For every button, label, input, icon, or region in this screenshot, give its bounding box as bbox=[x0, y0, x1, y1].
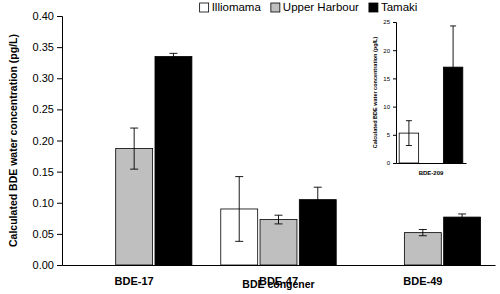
chart-root: 0.00 0.05 0.10 0.15 0.20 0.25 0.30 0.35 0.40 BDE-… bbox=[0, 0, 500, 294]
legend-label: Tamaki bbox=[381, 1, 417, 13]
legend-swatch bbox=[200, 3, 209, 12]
y-tick: 15 bbox=[383, 76, 396, 82]
y-tick-mark bbox=[393, 78, 396, 79]
legend: Illiomama Upper Harbour Tamaki bbox=[200, 1, 418, 13]
y-tick: 0.40 bbox=[33, 10, 62, 22]
error-bar bbox=[419, 230, 427, 236]
legend-item: Tamaki bbox=[369, 1, 417, 13]
y-tick-label: 0.35 bbox=[33, 41, 54, 53]
y-tick-mark bbox=[393, 107, 396, 108]
bar bbox=[155, 56, 192, 265]
series-2 bbox=[155, 53, 481, 265]
chart-0: 0.00 0.05 0.10 0.15 0.20 0.25 0.30 0.35 0.40 BDE-… bbox=[7, 1, 496, 290]
y-tick-mark bbox=[393, 22, 396, 23]
y-tick-label: 15 bbox=[383, 76, 390, 82]
x-axis: BDE-209 bbox=[397, 163, 467, 176]
x-tick-label: BDE-49 bbox=[403, 275, 442, 287]
y-tick-mark bbox=[57, 234, 62, 235]
error-bar bbox=[458, 214, 466, 220]
y-tick-mark bbox=[57, 16, 62, 17]
x-axis-line bbox=[397, 163, 467, 164]
y-tick: 0 bbox=[387, 160, 396, 166]
y-tick-label: 0.10 bbox=[33, 197, 54, 209]
legend-item: Upper Harbour bbox=[271, 1, 359, 13]
error-bar bbox=[314, 187, 322, 212]
y-tick-label: 0.25 bbox=[33, 103, 54, 115]
y-tick-mark bbox=[57, 203, 62, 204]
y-tick-label: 10 bbox=[383, 104, 390, 110]
legend-label: Illiomama bbox=[212, 1, 262, 13]
y-tick-label: 5 bbox=[387, 132, 391, 138]
y-tick: 0.25 bbox=[33, 103, 62, 115]
y-tick: 5 bbox=[387, 132, 396, 138]
y-axis: 0.00 0.05 0.10 0.15 0.20 0.25 0.30 0.35 0.40 bbox=[33, 10, 63, 271]
x-tick: BDE-17 bbox=[115, 265, 154, 287]
y-tick: 0.00 bbox=[33, 259, 62, 271]
y-tick: 25 bbox=[383, 19, 396, 25]
y-axis-title: Calculated BDE water concentration (pg/L… bbox=[7, 34, 19, 247]
y-axis-line bbox=[57, 17, 63, 266]
y-tick-mark bbox=[57, 109, 62, 110]
y-tick-label: 0.05 bbox=[33, 228, 54, 240]
chart-1: 0 5 10 15 20 25 BDE-209 Calculated BDE water co… bbox=[372, 19, 466, 176]
bar bbox=[260, 220, 297, 265]
series-0 bbox=[399, 121, 418, 163]
y-axis-line bbox=[393, 23, 397, 164]
legend-swatch bbox=[271, 3, 280, 12]
y-tick-mark bbox=[393, 50, 396, 51]
error-bar bbox=[275, 215, 283, 224]
plot-area bbox=[116, 53, 481, 265]
series-0 bbox=[221, 177, 258, 265]
legend-swatch bbox=[369, 3, 378, 12]
y-tick-label: 0.40 bbox=[33, 10, 54, 22]
y-tick: 20 bbox=[383, 48, 396, 54]
error-bar bbox=[169, 53, 177, 59]
x-axis-line bbox=[63, 265, 496, 266]
y-tick-label: 0.20 bbox=[33, 135, 54, 147]
bar bbox=[444, 217, 481, 265]
error-bar bbox=[130, 128, 138, 169]
y-tick-label: 0.15 bbox=[33, 166, 54, 178]
y-tick-label: 0.30 bbox=[33, 72, 54, 84]
y-tick: 0.10 bbox=[33, 197, 62, 209]
y-tick-mark bbox=[57, 172, 62, 173]
y-tick: 0.05 bbox=[33, 228, 62, 240]
error-bar bbox=[235, 177, 243, 242]
y-tick: 10 bbox=[383, 104, 396, 110]
x-tick: BDE-209 bbox=[419, 163, 444, 176]
error-bar bbox=[450, 26, 456, 108]
y-tick-label: 25 bbox=[383, 19, 390, 25]
y-tick-mark bbox=[57, 265, 62, 266]
y-tick-mark bbox=[57, 78, 62, 79]
y-tick-mark bbox=[57, 141, 62, 142]
y-tick: 0.30 bbox=[33, 72, 62, 84]
y-axis: 0 5 10 15 20 25 bbox=[383, 19, 396, 166]
y-tick-label: 0.00 bbox=[33, 259, 54, 271]
y-tick-label: 0 bbox=[387, 160, 391, 166]
x-tick-label: BDE-17 bbox=[115, 275, 154, 287]
y-tick-label: 20 bbox=[383, 48, 390, 54]
y-tick-mark bbox=[393, 163, 396, 164]
y-tick: 0.15 bbox=[33, 166, 62, 178]
series-2 bbox=[443, 26, 462, 163]
y-tick: 0.20 bbox=[33, 135, 62, 147]
y-tick-mark bbox=[57, 47, 62, 48]
plot-area bbox=[399, 26, 463, 163]
legend-label: Upper Harbour bbox=[283, 1, 359, 13]
x-tick: BDE-49 bbox=[403, 265, 442, 287]
x-tick-label: BDE-209 bbox=[419, 170, 444, 176]
y-tick: 0.35 bbox=[33, 41, 62, 53]
legend-item: Illiomama bbox=[200, 1, 262, 13]
x-axis-title: BDE congener bbox=[242, 278, 314, 290]
bar bbox=[404, 233, 441, 265]
error-bar bbox=[406, 121, 412, 146]
y-axis-title: Calculated BDE water concentration (pg/L… bbox=[372, 37, 378, 149]
y-tick-mark bbox=[393, 135, 396, 136]
